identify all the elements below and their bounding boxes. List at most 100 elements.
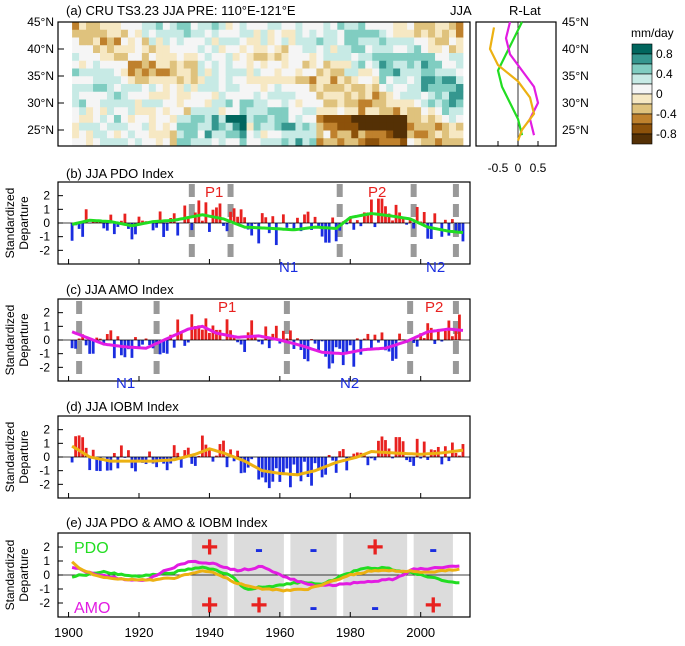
hovmoller-cell (267, 22, 275, 31)
index-bar (429, 327, 433, 340)
hovmoller-cell (106, 107, 115, 116)
index-bar (281, 330, 285, 340)
hovmoller-cell (239, 84, 247, 93)
hovmoller-cell (323, 122, 331, 131)
hovmoller-cell (162, 122, 171, 131)
hovmoller-cell (337, 29, 345, 38)
hovmoller-cell (197, 99, 206, 108)
hovmoller-cell (176, 115, 185, 124)
hovmoller-cell (295, 60, 303, 69)
hovmoller-cell (86, 122, 94, 131)
hovmoller-cell (281, 115, 289, 124)
hovmoller-cell (309, 115, 317, 124)
index-bar (274, 223, 278, 246)
index-bar (440, 457, 444, 465)
hovmoller-cell (100, 22, 108, 31)
hovmoller-cell (449, 76, 457, 85)
hovmoller-cell (183, 107, 192, 116)
hovmoller-cell (86, 22, 94, 31)
hovmoller-cell (93, 91, 101, 100)
hovmoller-cell (246, 22, 254, 31)
index-bar (204, 202, 208, 223)
hovmoller-cell (323, 53, 331, 62)
index-bar (260, 457, 264, 478)
index-bar (285, 223, 289, 228)
hovmoller-cell (442, 107, 450, 116)
hovmoller-cell (120, 122, 129, 131)
hovmoller-cell (449, 115, 457, 124)
hovmoller-cell (351, 53, 359, 62)
hovmoller-cell (183, 60, 192, 69)
hovmoller-cell (400, 84, 408, 93)
hovmoller-cell (393, 68, 401, 77)
panel-e-title: (e) JJA PDO & AMO & IOBM Index (66, 515, 268, 530)
hovmoller-cell (414, 37, 422, 46)
hovmoller-cell (232, 53, 240, 62)
hovmoller-cell (455, 37, 464, 46)
index-bar (165, 223, 169, 231)
index-bar (303, 214, 306, 223)
index-bar (366, 212, 370, 223)
index-bar (306, 211, 310, 223)
hovmoller-cell (449, 45, 457, 54)
index-bar (458, 314, 461, 340)
hovmoller-cell (232, 84, 240, 93)
hovmoller-cell (309, 29, 317, 38)
index-bar (148, 340, 151, 346)
hovmoller-cell (351, 107, 359, 116)
index-bar (179, 331, 183, 340)
colorbar-swatch (631, 123, 653, 135)
hovmoller-cell (246, 37, 254, 46)
hovmoller-cell (183, 84, 192, 93)
index-bar (313, 457, 317, 464)
hovmoller-cell (225, 84, 234, 93)
hovmoller-cell (225, 53, 234, 62)
hovmoller-cell (141, 68, 150, 77)
index-bar (158, 457, 162, 461)
hovmoller-cell (218, 122, 227, 131)
index-bar (236, 216, 239, 223)
hovmoller-cell (106, 122, 115, 131)
regime-sign-bottom: - (310, 594, 318, 621)
lat-label-right: 45°N (562, 15, 589, 29)
hovmoller-cell (218, 53, 227, 62)
hovmoller-cell (79, 68, 87, 77)
hovmoller-cell (267, 53, 275, 62)
hovmoller-cell (100, 76, 108, 85)
hovmoller-cell (218, 76, 227, 85)
hovmoller-cell (274, 29, 282, 38)
hovmoller-cell (267, 122, 275, 131)
hovmoller-cell (400, 68, 408, 77)
hovmoller-cell (351, 68, 359, 77)
hovmoller-cell (169, 138, 178, 147)
hovmoller-cell (267, 130, 275, 139)
index-bar (362, 455, 366, 457)
index-bar (447, 223, 451, 236)
hovmoller-cell (428, 37, 436, 46)
hovmoller-cell (267, 60, 275, 69)
panel-d: (d) JJA IOBM Index 210-1-2 Standardized De… (3, 399, 471, 499)
hovmoller-cell (274, 45, 282, 54)
hovmoller-cell (162, 45, 171, 54)
hovmoller-cell (344, 84, 352, 93)
hovmoller-cell (79, 107, 87, 116)
hovmoller-cell (93, 84, 101, 93)
index-bar (327, 454, 331, 457)
hovmoller-cell (72, 99, 80, 108)
hovmoller-cell (295, 84, 303, 93)
hovmoller-cell (106, 45, 115, 54)
index-bar (148, 451, 151, 457)
hovmoller-cell (442, 45, 450, 54)
hovmoller-cell (344, 91, 352, 100)
index-bar (380, 332, 384, 340)
hovmoller-cell (442, 138, 450, 147)
hovmoller-cell (169, 122, 178, 131)
hovmoller-cell (400, 76, 408, 85)
hovmoller-cell (183, 122, 192, 131)
hovmoller-cell (239, 53, 247, 62)
hovmoller-cell (316, 122, 324, 131)
hovmoller-cell (72, 37, 80, 46)
index-bar (222, 440, 225, 457)
hovmoller-cell (134, 37, 143, 46)
index-bar (334, 223, 338, 242)
